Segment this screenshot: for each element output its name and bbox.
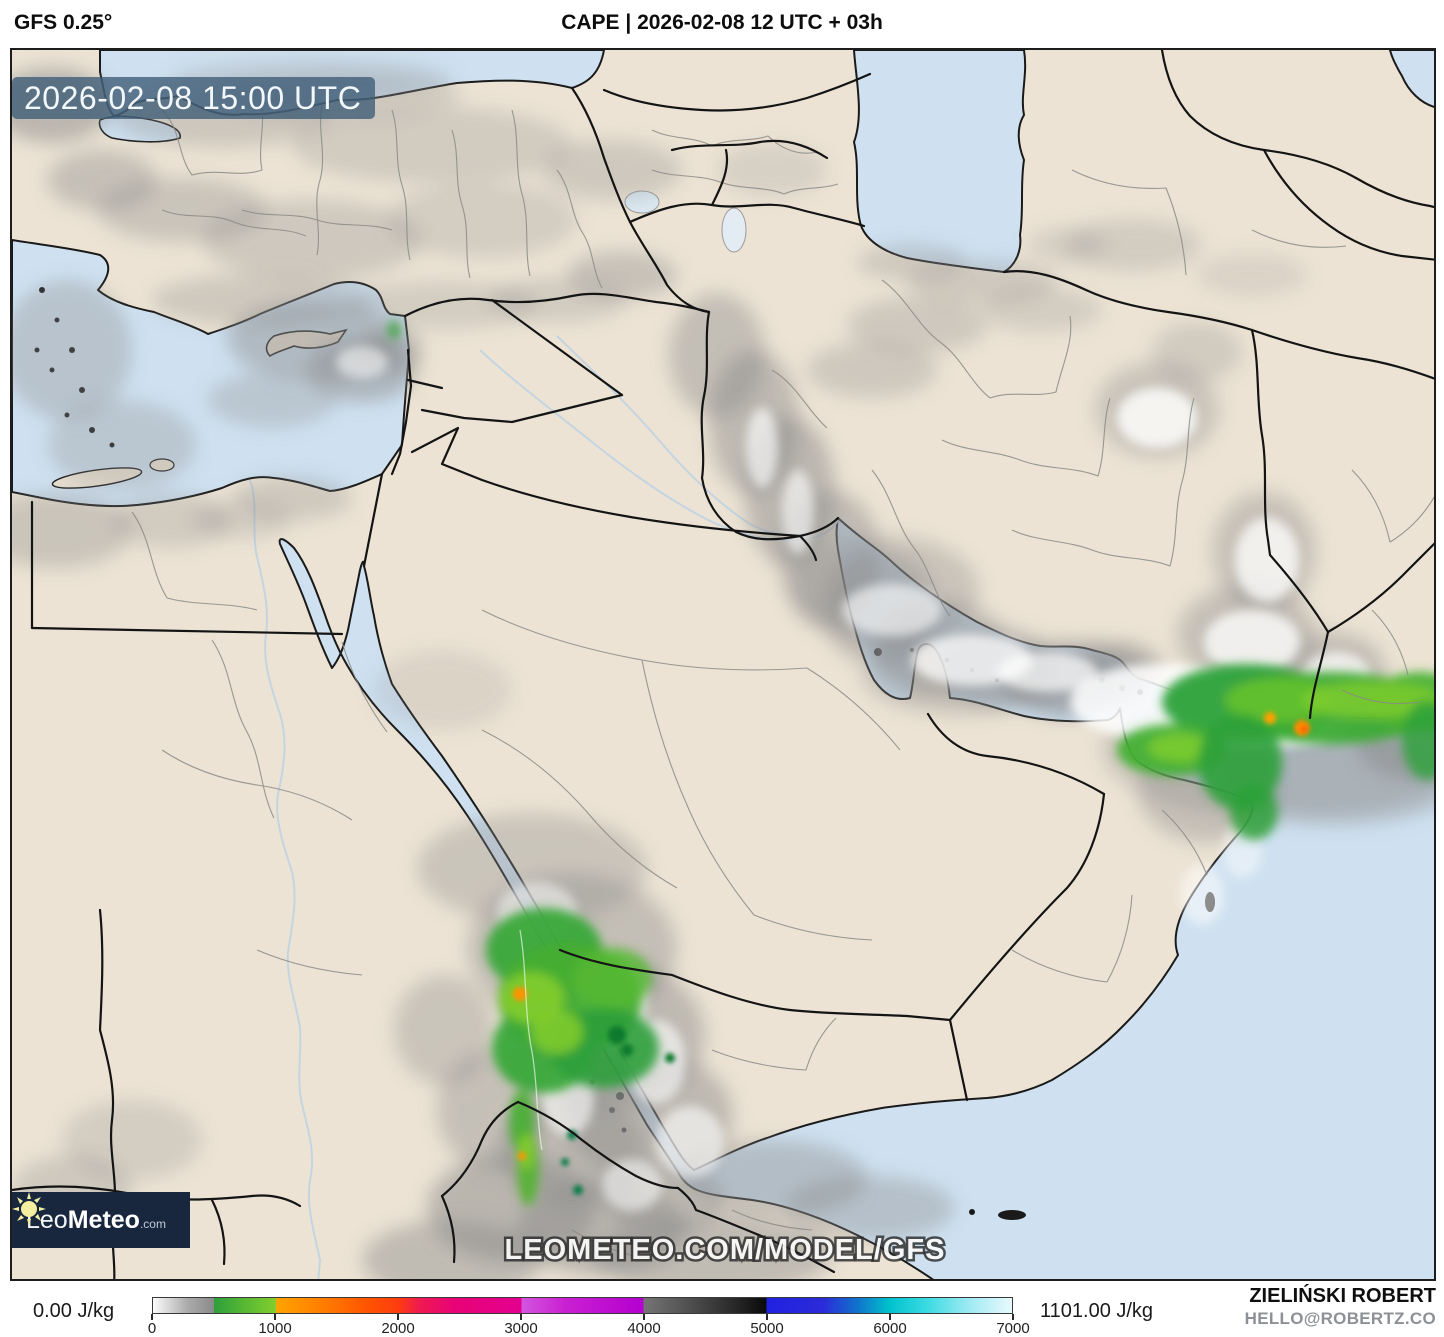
border-egypt-israel (362, 472, 384, 568)
admin-borders (131, 99, 1434, 1261)
border-syria-iraq (490, 298, 624, 397)
border-eritrea-ethiopia (516, 1100, 680, 1190)
border-ssudan-vertical (210, 1198, 226, 1266)
timestamp-overlay: 2026-02-08 15:00 UTC (12, 77, 376, 119)
model-label: GFS 0.25° (14, 11, 113, 34)
caspian-sea (853, 50, 1027, 273)
border-afghanistan-turkmenistan (1250, 328, 1434, 380)
border-armenia (710, 148, 729, 207)
colorbar-tick-label: 3000 (504, 1320, 538, 1337)
border-uae-saudi (926, 712, 1106, 796)
max-value-label: 1101.00 J/kg (1040, 1300, 1154, 1322)
logo-tld: .com (139, 1216, 166, 1231)
cape-orange-spots (513, 712, 1310, 1160)
min-value-label: 0.00 J/kg (33, 1300, 115, 1322)
border-sudan-eritrea (440, 1100, 520, 1198)
border-jordan-saudi (410, 426, 484, 482)
border-iran-pakistan (1308, 630, 1330, 720)
border-caucasus-north (602, 72, 872, 112)
colorbar-tick (274, 1314, 276, 1320)
colorbar-tick-label: 7000 (996, 1320, 1030, 1337)
header-bar: GFS 0.25° CAPE | 2026-02-08 12 UTC + 03h (0, 0, 1444, 48)
country-borders (12, 50, 1434, 1279)
colorbar-tick-label: 6000 (873, 1320, 907, 1337)
logo-meteo: Meteo (67, 1205, 140, 1234)
legend-strip: 0.00 J/kg 0 1000 2000 3000 4000 5000 6000 7000 … (0, 1281, 1444, 1337)
colorbar-tick-label: 0 (147, 1320, 157, 1337)
border-saudi-iraq (480, 478, 802, 538)
aral-sea (1389, 50, 1434, 108)
colorbar-tick (397, 1314, 399, 1320)
colorbar-tick (766, 1314, 768, 1320)
border-iran-turkmenistan (1002, 270, 1254, 332)
colorbar-tick-label: 1000 (258, 1320, 292, 1337)
colorbar-tick (520, 1314, 522, 1320)
colorbar-tick (1012, 1314, 1014, 1320)
cape-darkgreen-dots (561, 1026, 675, 1195)
colorbar-tick-label: 5000 (750, 1320, 784, 1337)
border-syria-jordan (406, 378, 444, 390)
border-kuwait (798, 534, 818, 562)
contact-email: HELLO@ROBERTZ.CO (1244, 1309, 1436, 1328)
map-svg (12, 50, 1434, 1279)
border-iran-afghanistan (1250, 328, 1330, 634)
border-israel-jordan (390, 348, 413, 476)
border-saudi-oman (948, 792, 1106, 1022)
colorbar-ticks: 0 1000 2000 3000 4000 5000 6000 7000 (148, 1314, 1030, 1337)
watermark: LEOMETEO.COM/MODEL/GFS (502, 1232, 947, 1269)
colorbar-tick (643, 1314, 645, 1320)
border-saudi-yemen (558, 948, 952, 1022)
leometeo-logo: LeoMeteo.com (12, 1192, 190, 1248)
border-jordan-iraq (420, 393, 624, 424)
border-egypt-sudan (30, 626, 344, 636)
border-aras (628, 202, 866, 228)
colorbar-tick-label: 2000 (381, 1320, 415, 1337)
colorbar-tick (151, 1314, 153, 1320)
border-sudan-ethiopia (440, 1194, 456, 1264)
logo-text: LeoMeteo.com (26, 1206, 166, 1235)
lake-urmia (721, 207, 747, 253)
cape-colorbar (152, 1297, 1013, 1314)
border-afghanistan-pakistan (1326, 542, 1434, 634)
sun-icon (12, 1192, 46, 1226)
nile-river (249, 479, 322, 1279)
page-title: CAPE | 2026-02-08 12 UTC + 03h (561, 11, 883, 34)
colorbar-tick-label: 4000 (627, 1320, 661, 1337)
border-djibouti (676, 1186, 836, 1274)
colorbar-tick (889, 1314, 891, 1320)
cape-green-blobs (388, 321, 1434, 1206)
forecast-map: 2026-02-08 15:00 UTC LEOMETEO.COM/MODEL/… (10, 48, 1436, 1281)
border-turkey-south (403, 292, 711, 318)
author-name: ZIELIŃSKI ROBERT (1249, 1285, 1436, 1307)
border-cis-2 (1262, 148, 1434, 261)
border-yemen-oman (948, 1018, 969, 1102)
border-georgia-armenia (670, 139, 829, 160)
